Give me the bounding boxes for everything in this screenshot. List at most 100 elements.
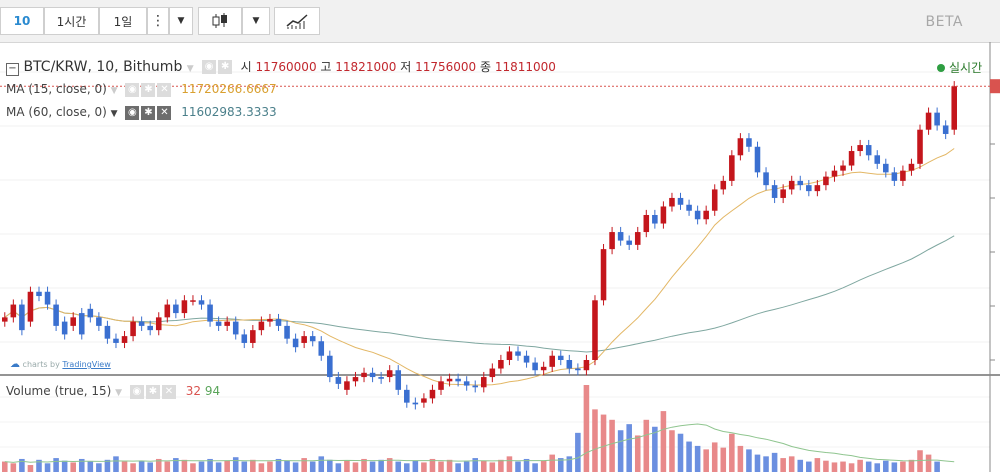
candle-body (318, 341, 325, 356)
eye-icon[interactable]: ◉ (129, 384, 144, 399)
eye-icon[interactable]: ◉ (125, 105, 140, 120)
ma60-buttons: ◉ ✱ ✕ (125, 105, 172, 120)
gear-icon[interactable]: ✱ (218, 60, 233, 74)
gear-icon[interactable]: ✱ (141, 82, 156, 97)
candle-body (951, 86, 958, 130)
candle-body (173, 304, 179, 314)
ma15-value: 11720266.6667 (181, 82, 277, 96)
candle-body (2, 317, 8, 322)
candle-body (481, 377, 487, 388)
candle-body (27, 291, 34, 322)
open-value: 11760000 (255, 60, 317, 74)
candle-body (104, 325, 111, 339)
volume-bar (797, 459, 804, 472)
volume-bar (104, 459, 111, 472)
volume-bar (198, 461, 205, 472)
gear-icon[interactable]: ✱ (145, 384, 160, 399)
candle-body (737, 138, 744, 156)
candle-body (694, 210, 701, 220)
candle-body (626, 240, 632, 245)
volume-bar (386, 458, 393, 472)
candle-body (609, 232, 615, 250)
volume-label: Volume (true, 15) (6, 384, 112, 398)
candle-body (10, 304, 17, 318)
candle-body (925, 112, 932, 130)
candle-body (121, 336, 128, 343)
candle-body (61, 321, 68, 335)
ma60-menu-icon[interactable]: ▼ (110, 109, 118, 119)
volume-bar (155, 458, 162, 472)
more-intervals-button[interactable]: ⋮ (147, 7, 169, 35)
volume-bar (720, 447, 727, 472)
high-value: 11821000 (335, 60, 397, 74)
candle-body (840, 165, 846, 171)
candle-body (549, 355, 555, 367)
candle-body (147, 325, 153, 331)
volume-bar (823, 460, 829, 472)
candle-body (677, 197, 684, 205)
volume-bar (10, 463, 17, 472)
eye-icon[interactable]: ◉ (125, 82, 140, 97)
attribution-link[interactable]: TradingView (62, 360, 111, 369)
volume-bar (908, 459, 915, 472)
interval-1h-button[interactable]: 1시간 (44, 7, 99, 35)
volume-bar (412, 460, 419, 472)
interval-10-button[interactable]: 10 (0, 7, 44, 35)
volume-bar (540, 460, 547, 472)
chevron-down-icon[interactable]: ▼ (242, 7, 270, 35)
volume-bar (532, 463, 538, 472)
volume-bar (53, 458, 59, 472)
indicators-button[interactable] (274, 7, 320, 35)
candle-body (472, 385, 479, 388)
symbol-legend-buttons: ◉ ✱ (202, 60, 233, 74)
volume-bar (267, 461, 273, 472)
ma15-label: MA (15, close, 0) (6, 82, 107, 96)
chart-area[interactable]: − BTC/KRW, 10, Bithumb ▼ ◉ ✱ 시 11760000 … (0, 42, 1000, 472)
volume-bar (523, 458, 530, 472)
volume-bar (121, 461, 128, 472)
volume-menu-icon[interactable]: ▼ (115, 388, 123, 398)
candle-body (113, 338, 119, 343)
close-icon[interactable]: ✕ (157, 105, 172, 120)
symbol-menu-icon[interactable]: ▼ (186, 64, 194, 74)
volume-bar (318, 456, 325, 472)
volume-bar (309, 461, 316, 472)
ma15-menu-icon[interactable]: ▼ (110, 86, 118, 96)
chart-style-button[interactable] (198, 7, 242, 35)
candle-body (309, 336, 316, 342)
ma60-line (4, 235, 955, 353)
candle-body (130, 321, 136, 337)
eye-icon[interactable]: ◉ (202, 60, 217, 74)
collapse-icon[interactable]: − (6, 63, 19, 76)
close-value: 11811000 (494, 60, 556, 74)
close-icon[interactable]: ✕ (157, 82, 172, 97)
volume-bar (232, 457, 239, 472)
gear-icon[interactable]: ✱ (141, 105, 156, 120)
indicators-icon (286, 14, 308, 29)
volume-bar (215, 462, 222, 472)
volume-bar (925, 454, 932, 472)
candle-body (87, 308, 94, 318)
candle-body (395, 370, 402, 390)
candle-body (660, 206, 667, 224)
candle-body (652, 215, 658, 224)
volume-bar (686, 441, 692, 472)
volume-bar (694, 445, 701, 472)
volume-bar (395, 461, 402, 472)
interval-1d-button[interactable]: 1일 (99, 7, 147, 35)
volume-bar (207, 458, 213, 472)
candles-icon (212, 13, 227, 28)
candle-body (19, 304, 25, 331)
attribution[interactable]: ☁ charts by TradingView (10, 359, 111, 370)
chevron-down-icon[interactable]: ▼ (169, 7, 193, 35)
candle-body (703, 210, 709, 220)
close-icon[interactable]: ✕ (161, 384, 176, 399)
volume-bar (404, 463, 410, 472)
ma15-buttons: ◉ ✱ ✕ (125, 82, 172, 97)
candle-body (557, 355, 564, 360)
candle-body (412, 402, 419, 405)
volume-bar (361, 458, 367, 472)
volume-bar (181, 459, 188, 472)
candle-body (36, 291, 42, 297)
candle-body (506, 351, 513, 360)
